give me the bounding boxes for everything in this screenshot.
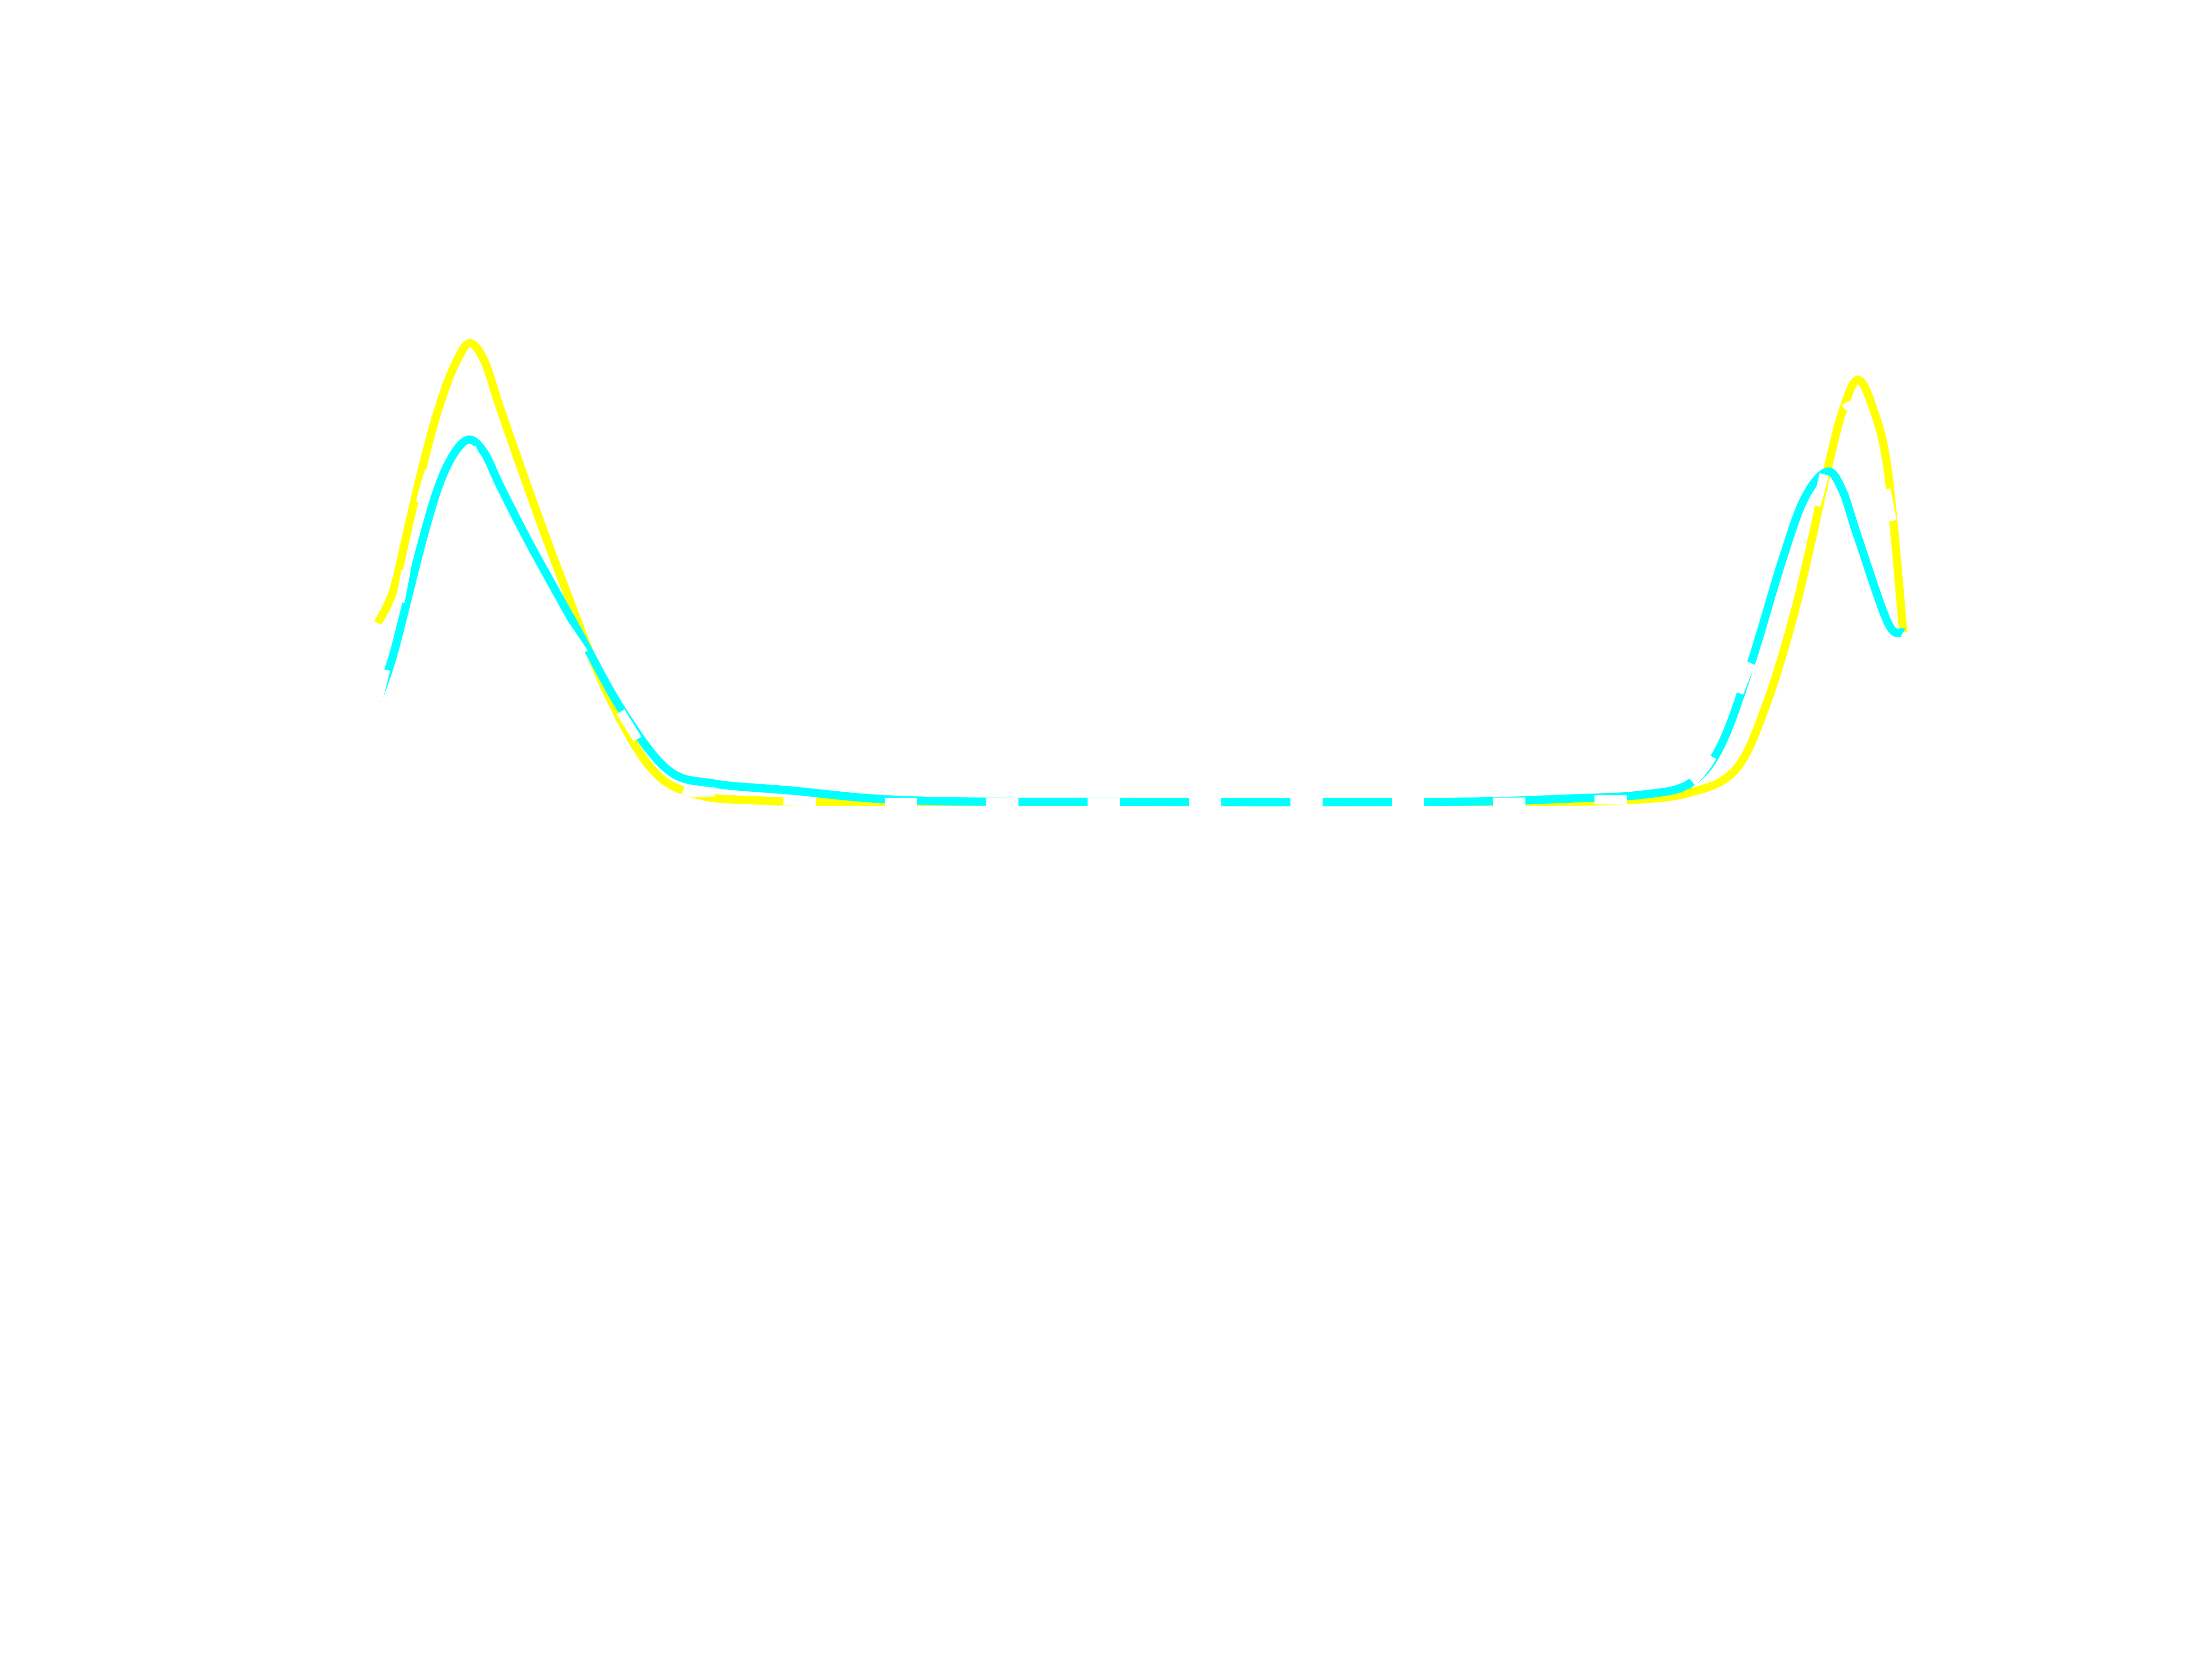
plot-area (373, 339, 1908, 807)
series-line-2 (374, 435, 1906, 806)
